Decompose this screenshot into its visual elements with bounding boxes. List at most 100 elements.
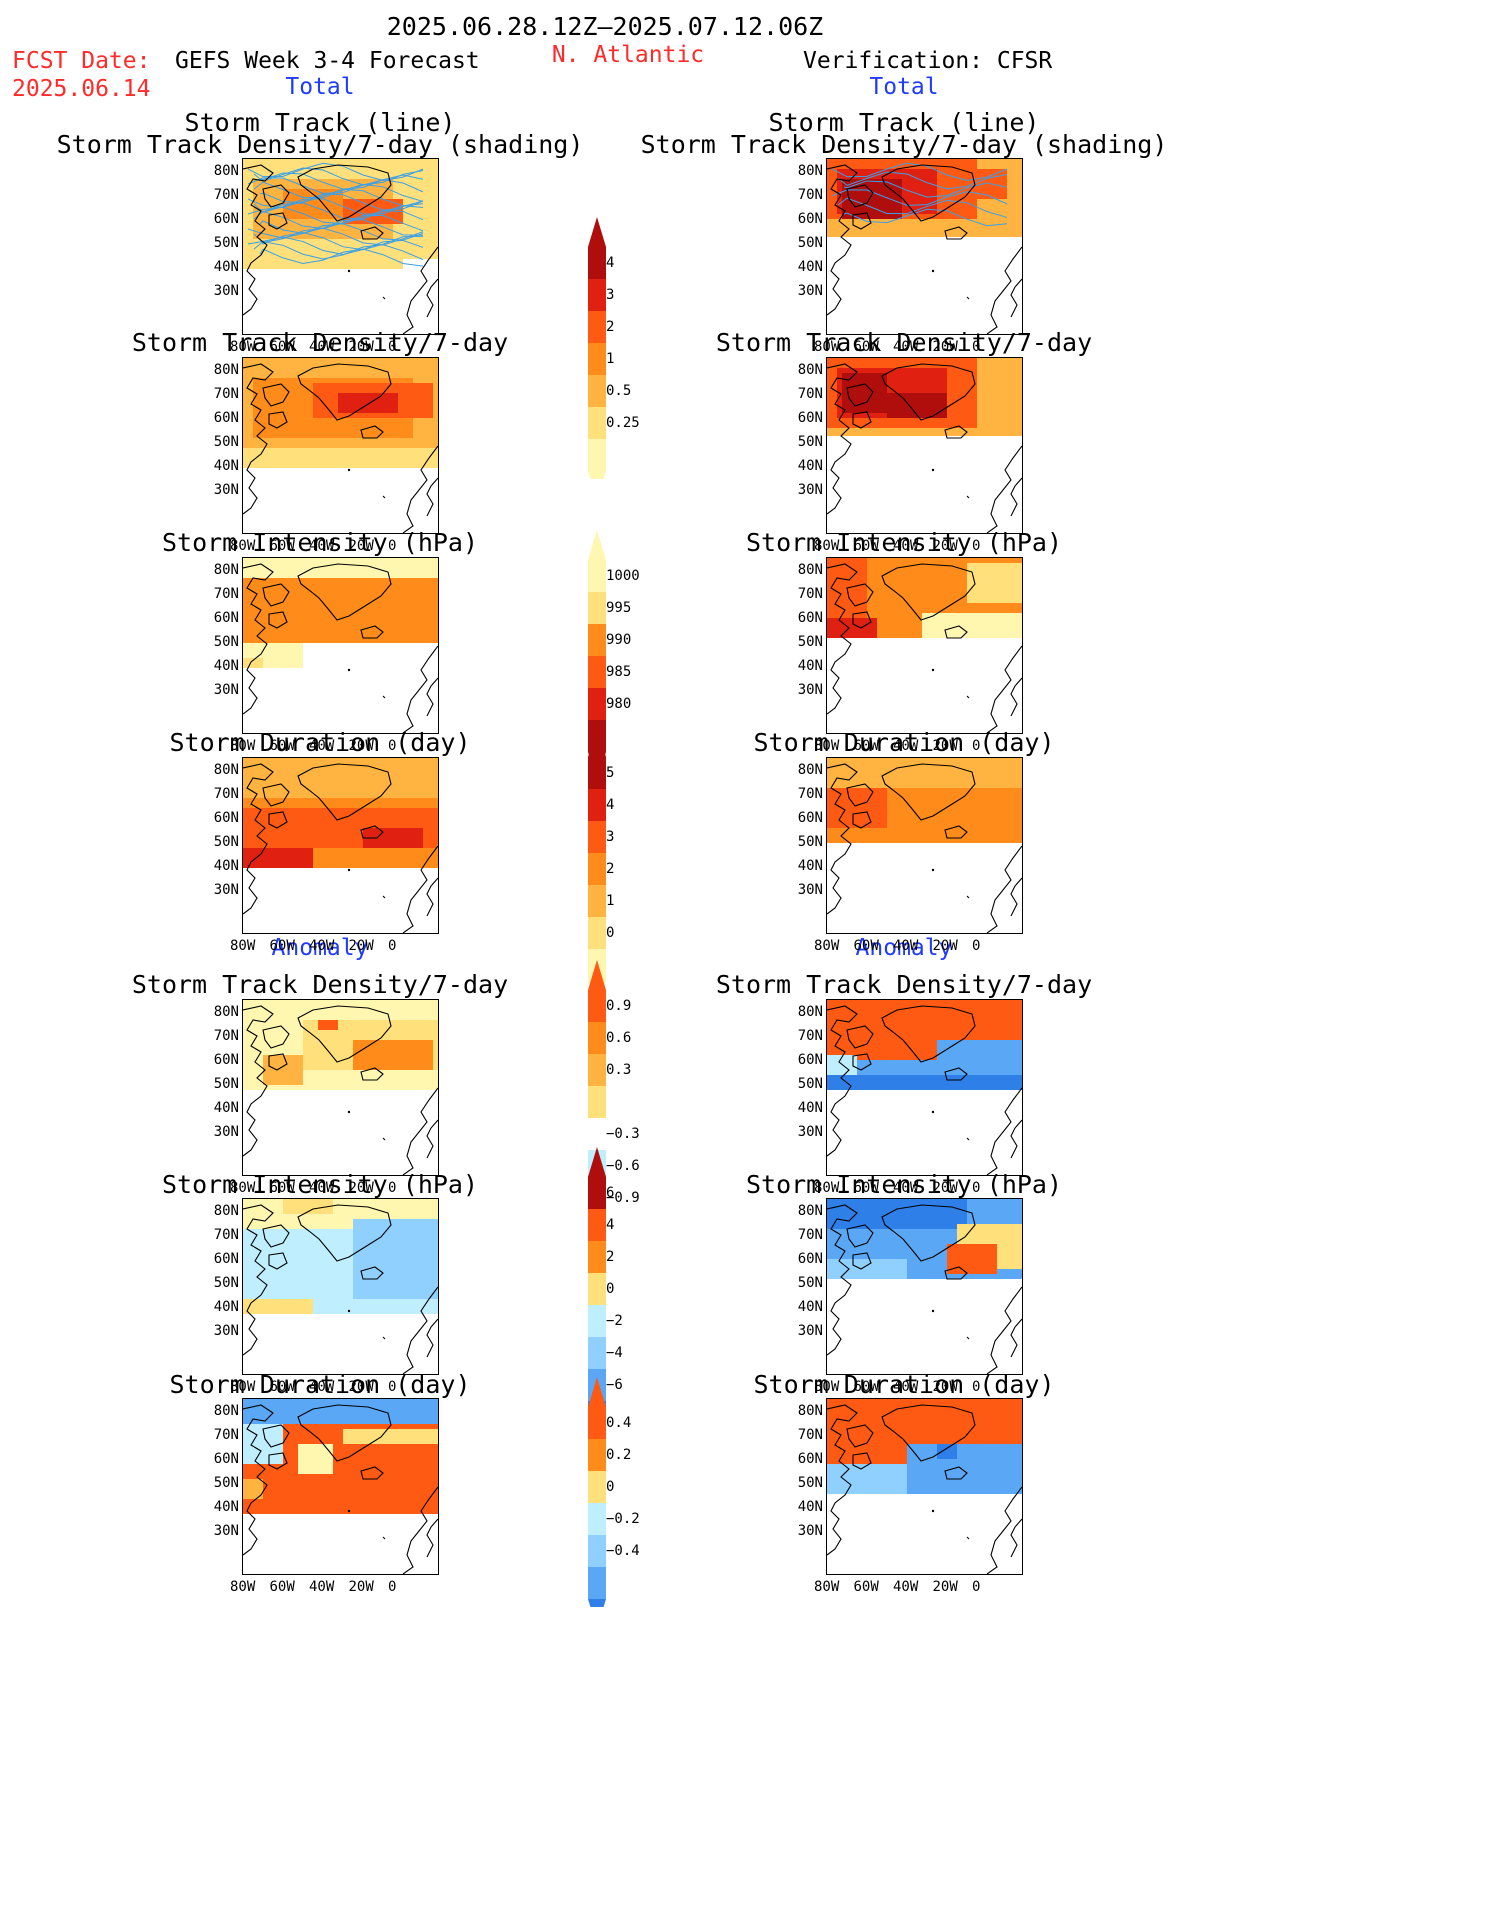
map-left-6 (242, 1398, 439, 1575)
lat-label-right-5-4: 40N (797, 1299, 823, 1315)
lat-label-left-5-1: 70N (213, 1227, 239, 1243)
lat-label-right-4-1: 70N (797, 1028, 823, 1044)
lon-label-right-0-4: 0 (972, 339, 981, 355)
lon-label-left-3-0: 80W (230, 938, 256, 954)
map-right-4 (826, 999, 1023, 1176)
lat-label-left-5-5: 30N (213, 1323, 239, 1339)
lat-label-left-5-0: 80N (213, 1203, 239, 1219)
colorbar-label-intensity_total-1: 995 (606, 600, 632, 616)
lat-label-right-4-0: 80N (797, 1004, 823, 1020)
lon-label-right-4-1: 60W (853, 1180, 879, 1196)
lat-label-right-5-5: 30N (797, 1323, 823, 1339)
lon-label-left-4-3: 20W (348, 1180, 374, 1196)
verification-title: Verification: CFSR (803, 48, 1053, 74)
panel-title-left-1-0: Storm Track Density/7-day (131, 328, 509, 357)
lon-label-right-2-1: 60W (853, 738, 879, 754)
lon-label-right-6-0: 80W (814, 1579, 840, 1595)
lon-label-left-3-2: 40W (309, 938, 335, 954)
lon-label-left-1-2: 40W (309, 538, 335, 554)
panel-title-right-3-0: Storm Duration (day) (753, 728, 1055, 757)
lon-label-left-2-0: 80W (230, 738, 256, 754)
lon-label-right-0-3: 20W (932, 339, 958, 355)
lon-label-left-0-1: 60W (269, 339, 295, 355)
lat-label-right-1-2: 60N (797, 410, 823, 426)
lat-label-right-0-1: 70N (797, 187, 823, 203)
lat-label-right-1-0: 80N (797, 362, 823, 378)
lat-label-left-2-0: 80N (213, 562, 239, 578)
lat-label-left-3-2: 60N (213, 810, 239, 826)
colorbar-label-duration_total-0: 5 (606, 765, 615, 781)
lon-label-right-4-0: 80W (814, 1180, 840, 1196)
lon-label-right-1-0: 80W (814, 538, 840, 554)
lon-label-right-5-3: 20W (932, 1379, 958, 1395)
lon-label-right-2-4: 0 (972, 738, 981, 754)
lon-label-left-3-3: 20W (348, 938, 374, 954)
lon-label-left-0-3: 20W (348, 339, 374, 355)
lon-label-right-1-2: 40W (893, 538, 919, 554)
colorbar-label-intensity_anom-1: 4 (606, 1217, 615, 1233)
panel-title-left-0-0: Storm Track (line) (184, 108, 456, 137)
lat-label-left-4-0: 80N (213, 1004, 239, 1020)
lat-label-right-2-5: 30N (797, 682, 823, 698)
colorbar-label-intensity_total-3: 985 (606, 664, 632, 680)
map-left-1 (242, 357, 439, 534)
lon-label-right-5-0: 80W (814, 1379, 840, 1395)
colorbar-label-density_anom-1: 0.6 (606, 1030, 632, 1046)
lat-label-right-1-4: 40N (797, 458, 823, 474)
lon-label-left-1-4: 0 (388, 538, 397, 554)
lon-label-right-6-3: 20W (932, 1579, 958, 1595)
panel-title-left-5-0: Storm Intensity (hPa) (161, 1170, 479, 1199)
panel-title-left-0-1: Storm Track Density/7-day (shading) (56, 130, 584, 159)
lat-label-left-1-3: 50N (213, 434, 239, 450)
colorbar-label-density_anom-4: −0.6 (606, 1158, 640, 1174)
lon-label-left-6-3: 20W (348, 1579, 374, 1595)
lat-label-left-2-1: 70N (213, 586, 239, 602)
colorbar-label-intensity_anom-6: −6 (606, 1377, 623, 1393)
lat-label-left-6-1: 70N (213, 1427, 239, 1443)
colorbar-label-intensity_anom-4: −2 (606, 1313, 623, 1329)
map-left-5 (242, 1198, 439, 1375)
colorbar-label-density_total-3: 1 (606, 351, 615, 367)
fcst-date: 2025.06.14 (12, 76, 151, 102)
colorbar-label-intensity_anom-5: −4 (606, 1345, 623, 1361)
lat-label-right-6-0: 80N (797, 1403, 823, 1419)
lon-label-left-3-1: 60W (269, 938, 295, 954)
lon-label-right-4-4: 0 (972, 1180, 981, 1196)
fcst-label: FCST Date: (12, 48, 151, 74)
lon-label-left-2-2: 40W (309, 738, 335, 754)
lon-label-left-1-0: 80W (230, 538, 256, 554)
lon-label-right-4-3: 20W (932, 1180, 958, 1196)
lon-label-right-6-1: 60W (853, 1579, 879, 1595)
panel-title-left-2-0: Storm Intensity (hPa) (161, 528, 479, 557)
lat-label-left-0-5: 30N (213, 283, 239, 299)
lat-label-left-2-5: 30N (213, 682, 239, 698)
lat-label-right-0-0: 80N (797, 163, 823, 179)
lat-label-left-6-2: 60N (213, 1451, 239, 1467)
lat-label-left-1-5: 30N (213, 482, 239, 498)
lat-label-left-0-2: 60N (213, 211, 239, 227)
lat-label-left-6-3: 50N (213, 1475, 239, 1491)
lat-label-left-3-0: 80N (213, 762, 239, 778)
region-title: N. Atlantic (551, 42, 705, 68)
lon-label-right-2-3: 20W (932, 738, 958, 754)
lat-label-right-0-5: 30N (797, 283, 823, 299)
lat-label-right-3-2: 60N (797, 810, 823, 826)
colorbar-label-density_anom-5: −0.9 (606, 1190, 640, 1206)
lon-label-right-1-1: 60W (853, 538, 879, 554)
map-left-3 (242, 757, 439, 934)
lon-label-left-0-0: 80W (230, 339, 256, 355)
lat-label-left-6-5: 30N (213, 1523, 239, 1539)
lon-label-right-3-1: 60W (853, 938, 879, 954)
lon-label-right-3-2: 40W (893, 938, 919, 954)
lat-label-left-6-4: 40N (213, 1499, 239, 1515)
lon-label-right-3-0: 80W (814, 938, 840, 954)
lon-label-left-0-4: 0 (388, 339, 397, 355)
lon-label-right-5-2: 40W (893, 1379, 919, 1395)
colorbar-label-density_anom-0: 0.9 (606, 998, 632, 1014)
colorbar-label-duration_anom-4: −0.4 (606, 1543, 640, 1559)
lat-label-right-4-2: 60N (797, 1052, 823, 1068)
panel-title-right-0-1: Storm Track Density/7-day (shading) (640, 130, 1168, 159)
lat-label-left-1-2: 60N (213, 410, 239, 426)
lat-label-right-6-4: 40N (797, 1499, 823, 1515)
lat-label-left-1-1: 70N (213, 386, 239, 402)
